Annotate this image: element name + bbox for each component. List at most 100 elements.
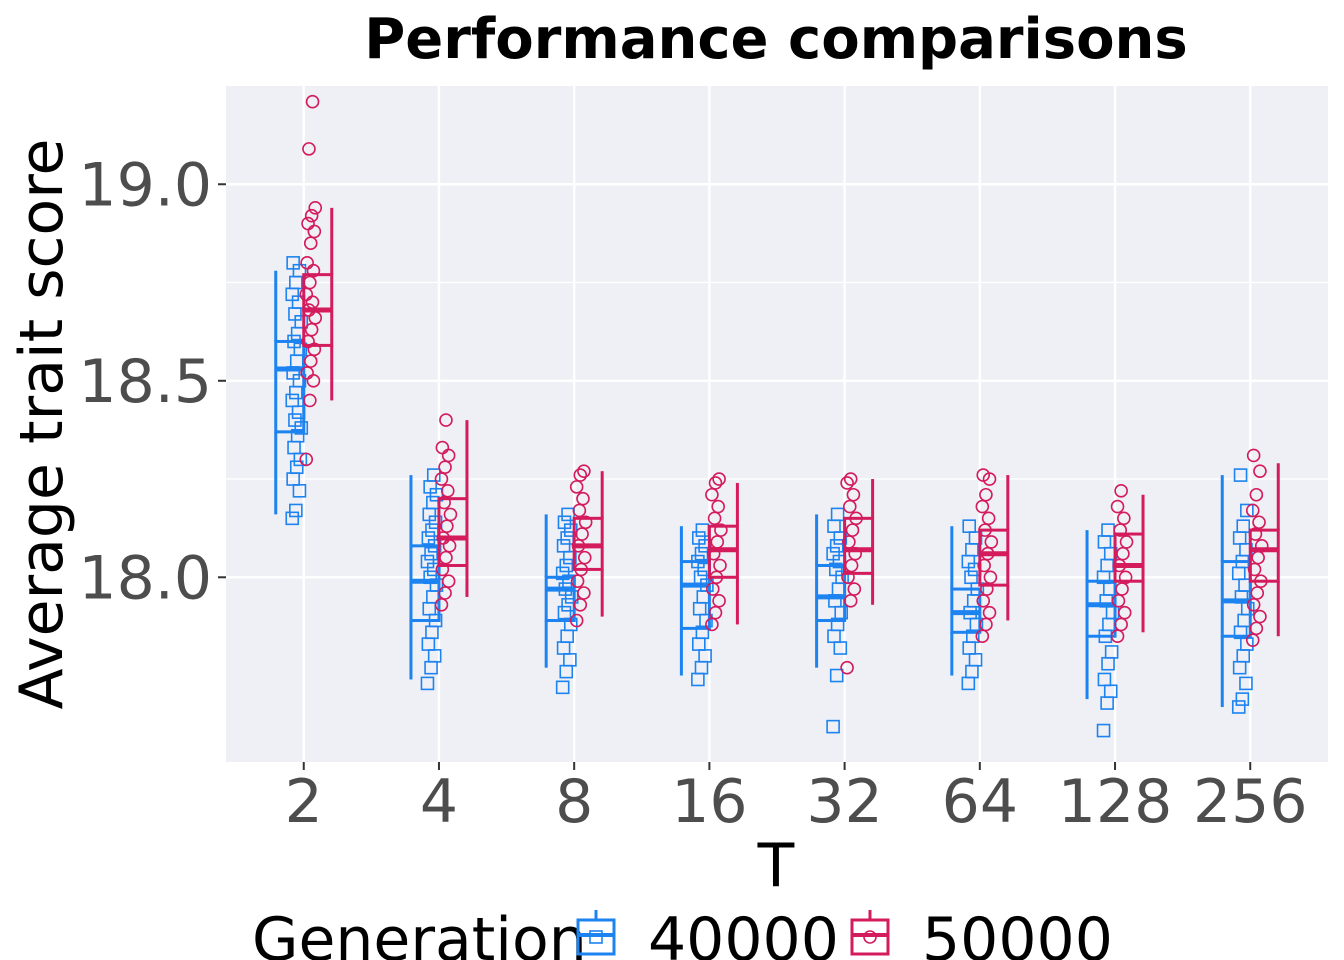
data-point xyxy=(424,546,438,561)
data-point xyxy=(288,413,302,427)
data-point xyxy=(574,562,588,577)
data-point xyxy=(1251,550,1265,565)
legend-key-40000 xyxy=(576,910,616,956)
data-point xyxy=(847,582,862,596)
data-point xyxy=(693,570,708,585)
data-point xyxy=(982,605,997,620)
data-point xyxy=(557,515,572,530)
data-point xyxy=(845,523,860,537)
data-point xyxy=(575,527,589,541)
data-point xyxy=(705,617,719,632)
data-point xyxy=(962,519,977,533)
data-point xyxy=(439,413,453,427)
data-point xyxy=(576,491,590,506)
data-point xyxy=(569,480,584,494)
data-point xyxy=(1116,546,1130,561)
data-point xyxy=(572,503,587,518)
data-point xyxy=(289,503,303,518)
data-point xyxy=(556,539,571,553)
data-point xyxy=(441,574,456,589)
box xyxy=(1085,579,1117,638)
data-point xyxy=(983,570,998,585)
data-point xyxy=(423,570,437,585)
data-point xyxy=(975,629,990,644)
y-axis-title: Average trait score xyxy=(7,139,77,710)
data-point xyxy=(1097,672,1112,687)
data-point xyxy=(302,142,316,156)
data-point xyxy=(289,460,304,475)
chart-title: Performance comparisons xyxy=(364,7,1187,72)
data-point xyxy=(707,511,722,526)
data-point xyxy=(1247,562,1262,577)
data-point xyxy=(300,256,314,270)
legend-key-marker xyxy=(863,930,877,944)
data-point xyxy=(829,539,844,553)
data-point xyxy=(577,586,591,600)
data-point xyxy=(712,472,726,486)
x-tick-label: 8 xyxy=(555,767,593,837)
data-point xyxy=(1252,515,1266,530)
data-point xyxy=(301,334,315,349)
box xyxy=(978,528,1010,587)
data-point xyxy=(840,660,854,675)
data-point xyxy=(300,366,314,380)
data-point xyxy=(285,511,300,526)
data-point xyxy=(1249,621,1264,636)
data-point xyxy=(705,487,719,502)
data-point xyxy=(1117,605,1132,620)
data-point xyxy=(577,550,592,565)
data-point xyxy=(713,558,727,573)
data-point xyxy=(849,511,863,526)
x-tick-label: 4 xyxy=(420,767,458,837)
box xyxy=(1113,532,1145,583)
data-point xyxy=(290,428,305,443)
data-point xyxy=(558,582,573,596)
data-point xyxy=(1246,448,1261,463)
data-point xyxy=(1233,468,1248,482)
data-point xyxy=(421,531,436,545)
data-point xyxy=(304,208,319,223)
data-point xyxy=(691,531,706,545)
data-point xyxy=(964,570,978,585)
data-point xyxy=(1239,676,1253,691)
data-point xyxy=(1117,511,1131,526)
data-point xyxy=(708,476,723,490)
data-point xyxy=(984,535,999,549)
data-point xyxy=(1245,503,1260,518)
data-point xyxy=(1115,582,1129,596)
data-point xyxy=(708,605,723,620)
data-point xyxy=(843,499,857,514)
data-point xyxy=(577,464,591,478)
data-point xyxy=(420,554,435,569)
data-point xyxy=(439,550,453,565)
data-point xyxy=(975,499,990,514)
data-point xyxy=(303,275,317,290)
data-point xyxy=(285,393,300,408)
data-point xyxy=(830,507,845,522)
y-tick-label: 18.0 xyxy=(78,543,212,613)
data-point xyxy=(434,472,449,486)
data-point xyxy=(299,287,314,302)
series-layer xyxy=(274,94,1280,738)
data-point xyxy=(559,558,574,573)
data-point xyxy=(571,539,586,553)
data-point xyxy=(829,668,844,683)
x-tick-label: 128 xyxy=(1058,767,1173,837)
data-point xyxy=(555,566,570,581)
data-point xyxy=(981,511,996,526)
data-point xyxy=(1253,464,1267,478)
data-point xyxy=(1245,633,1260,647)
data-point xyxy=(1231,700,1246,714)
data-point xyxy=(980,546,995,561)
legend-key-marker xyxy=(589,930,603,944)
data-point xyxy=(1253,609,1267,624)
data-point xyxy=(979,617,993,632)
data-point xyxy=(443,507,458,522)
data-point xyxy=(555,680,570,695)
data-point xyxy=(826,546,840,561)
legend-label-40000: 40000 xyxy=(648,905,839,960)
x-tick-label: 2 xyxy=(285,767,323,837)
data-point xyxy=(711,499,725,514)
data-point xyxy=(977,558,991,573)
